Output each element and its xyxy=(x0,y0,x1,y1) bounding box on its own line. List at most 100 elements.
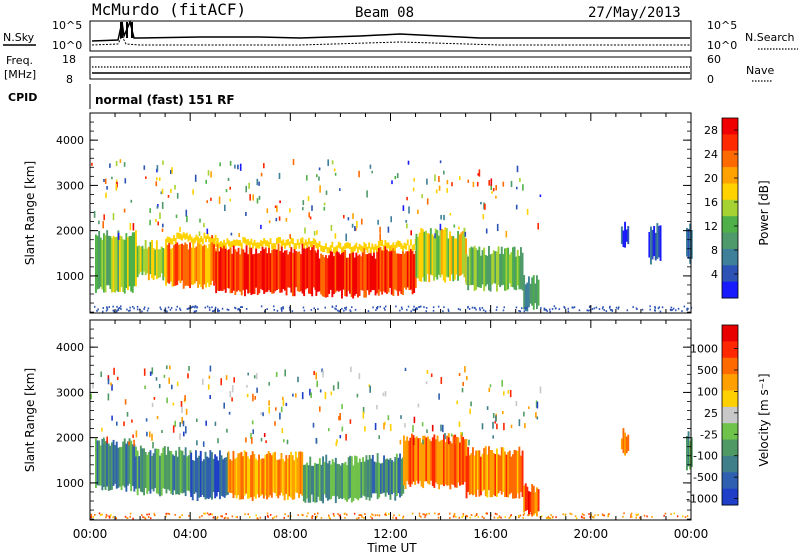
power-data-cell xyxy=(136,246,139,278)
power-speck xyxy=(206,228,209,234)
power-ground-speck xyxy=(204,306,206,309)
power-ground-speck xyxy=(442,310,444,313)
power-colorbar-label: Power [dB] xyxy=(757,180,771,245)
velocity-data-cell xyxy=(489,450,492,498)
nsearch-label: N.Search xyxy=(745,31,795,44)
power-speck xyxy=(358,170,360,178)
power-data-cell xyxy=(292,252,294,297)
velocity-speck xyxy=(292,393,294,397)
velocity-ground-speck xyxy=(422,513,424,516)
power-ground-speck xyxy=(479,309,481,311)
power-ground-speck xyxy=(196,306,198,308)
velocity-speck xyxy=(341,404,343,409)
velocity-data-cell xyxy=(427,436,429,484)
power-data-cell xyxy=(516,249,519,286)
velocity-data-cell xyxy=(446,435,449,486)
velocity-speck xyxy=(260,437,263,442)
velocity-data-cell xyxy=(190,452,193,497)
power-edge-cell xyxy=(357,247,359,253)
velocity-ground-speck xyxy=(637,513,639,516)
velocity-ground-speck xyxy=(424,516,426,519)
power-ground-speck xyxy=(344,307,346,309)
velocity-speck xyxy=(107,393,110,401)
velocity-speck xyxy=(161,430,163,434)
velocity-ground-speck xyxy=(608,513,610,516)
power-colorbar-tick: 24 xyxy=(704,148,718,161)
velocity-ground-speck xyxy=(519,514,522,517)
velocity-data-cell xyxy=(141,448,144,493)
velocity-speck xyxy=(268,400,270,406)
velocity-speck xyxy=(166,397,168,404)
velocity-ground-speck xyxy=(112,516,114,519)
power-data-cell xyxy=(350,250,353,297)
velocity-data-cell xyxy=(387,459,390,495)
velocity-speck xyxy=(384,421,386,426)
velocity-speck xyxy=(172,402,175,406)
power-ground-speck xyxy=(496,306,498,309)
velocity-data-cell xyxy=(152,453,155,492)
velocity-data-cell xyxy=(101,438,104,491)
velocity-speck xyxy=(466,376,468,381)
power-data-cell xyxy=(138,245,141,275)
velocity-ground-speck xyxy=(469,516,471,519)
velocity-speck xyxy=(387,415,390,421)
power-speck xyxy=(478,169,481,177)
power-data-cell xyxy=(151,240,153,279)
velocity-ground-speck xyxy=(148,513,150,516)
power-ground-speck xyxy=(282,307,284,310)
velocity-speck xyxy=(146,431,148,437)
velocity-speck xyxy=(338,416,340,421)
power-speck xyxy=(318,176,320,181)
velocity-speck xyxy=(284,369,286,377)
velocity-data-cell xyxy=(438,441,441,490)
power-data-cell xyxy=(239,254,242,292)
velocity-data-cell xyxy=(318,458,321,501)
velocity-speck xyxy=(171,384,173,390)
velocity-data-cell xyxy=(467,447,470,492)
power-data-cell xyxy=(190,247,193,285)
nave-tick-low: 0 xyxy=(707,73,714,86)
velocity-data-cell xyxy=(219,450,221,500)
power-ground-speck xyxy=(345,308,347,311)
power-ground-speck xyxy=(609,307,611,309)
power-speck xyxy=(167,195,170,198)
velocity-data-cell xyxy=(171,454,174,495)
velocity-speck xyxy=(524,423,526,429)
velocity-data-cell xyxy=(168,450,171,491)
power-edge-cell xyxy=(381,239,384,246)
velocity-data-cell xyxy=(378,462,381,498)
power-speck xyxy=(434,174,436,182)
velocity-speck xyxy=(528,406,530,409)
power-data-cell xyxy=(467,256,470,291)
power-ground-speck xyxy=(240,306,242,308)
velocity-data-cell xyxy=(130,440,133,492)
velocity-data-cell xyxy=(397,457,400,494)
power-data-cell xyxy=(342,247,345,290)
power-edge-cell xyxy=(318,241,321,248)
velocity-speck xyxy=(283,439,285,443)
velocity-data-cell xyxy=(96,440,99,486)
velocity-data-cell xyxy=(391,460,393,495)
power-data-cell xyxy=(528,276,530,308)
power-edge-cell xyxy=(394,244,396,251)
velocity-speck xyxy=(492,435,494,439)
velocity-ground-speck xyxy=(302,514,304,517)
velocity-ground-speck xyxy=(273,516,276,519)
power-ytick-label: 2000 xyxy=(56,225,84,238)
velocity-speck xyxy=(322,370,324,378)
velocity-speck xyxy=(196,418,198,422)
velocity-data-cell xyxy=(234,458,236,496)
power-data-cell xyxy=(285,250,288,296)
power-ground-speck xyxy=(551,308,554,310)
power-speck xyxy=(334,172,337,176)
velocity-data-cell xyxy=(154,448,157,489)
velocity-speck xyxy=(229,391,232,398)
velocity-ground-speck xyxy=(132,517,134,520)
velocity-data-cell xyxy=(537,489,540,512)
velocity-speck xyxy=(496,423,498,430)
power-speck xyxy=(407,160,410,165)
power-edge-cell xyxy=(264,240,267,247)
velocity-ground-speck xyxy=(129,515,131,518)
power-data-cell xyxy=(689,223,692,264)
